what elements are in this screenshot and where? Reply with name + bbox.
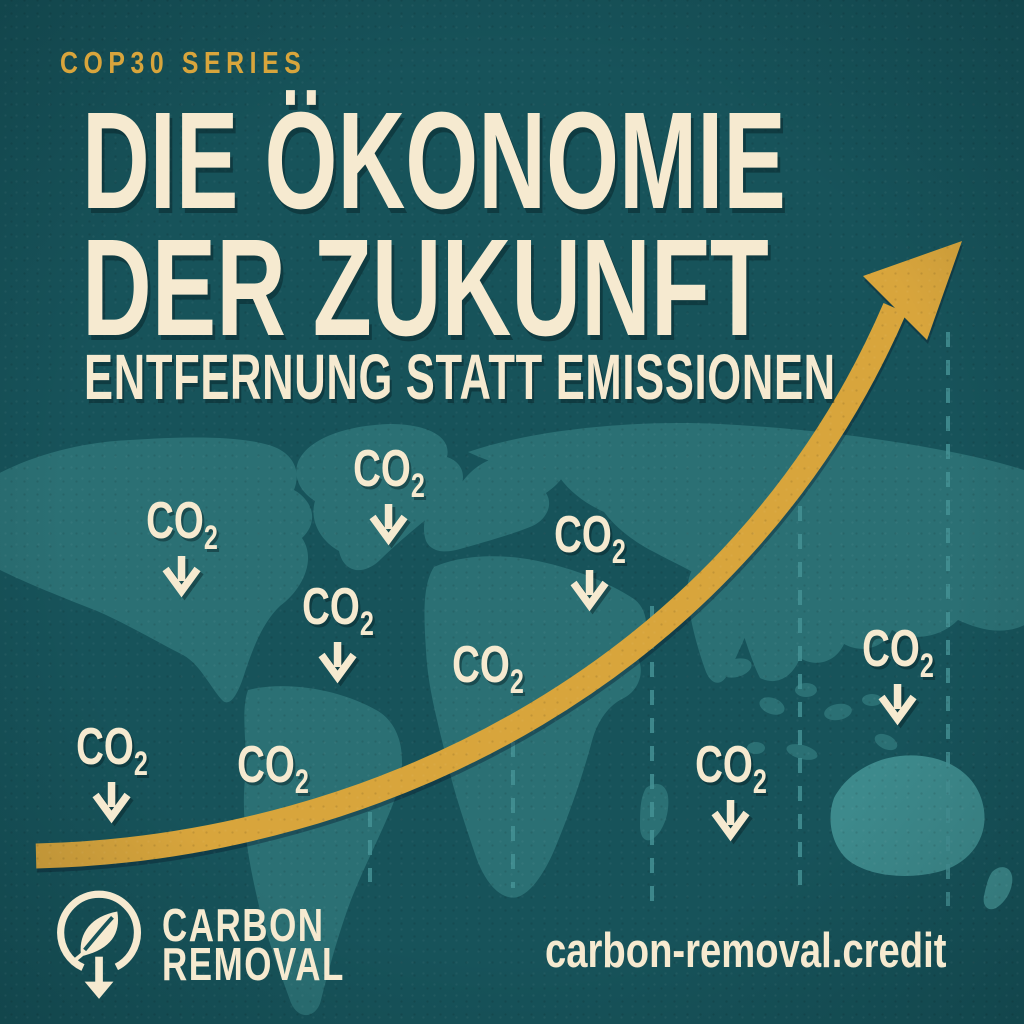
island-madagascar: [640, 783, 669, 841]
co2-marker: CO2: [542, 509, 639, 612]
website-text: carbon-removal.credit: [545, 924, 947, 978]
co2-down-arrow-icon: [369, 504, 409, 546]
co2-text: CO: [353, 440, 411, 498]
title-line1: DIE ÖKONOMIE: [82, 84, 786, 238]
co2-text: CO: [146, 492, 204, 550]
co2-label: CO2: [302, 581, 374, 643]
co2-label: CO2: [452, 639, 524, 701]
co2-marker: CO2: [290, 581, 387, 684]
co2-label: CO2: [695, 739, 767, 801]
website-url: carbon-removal.credit: [545, 926, 1024, 976]
co2-label: CO2: [237, 739, 309, 801]
logo-arrow-stem: [95, 956, 103, 984]
eyebrow: COP30 SERIES: [60, 46, 368, 80]
co2-label: CO2: [353, 443, 425, 505]
co2-marker: CO2: [225, 739, 322, 801]
islands-southeast-asia: [720, 658, 898, 760]
meridians-group: [368, 332, 950, 906]
co2-label: CO2: [862, 623, 934, 685]
logo-arrow-head-icon: [84, 981, 114, 999]
continent-north-america: [0, 437, 312, 703]
co2-label: CO2: [554, 509, 626, 571]
growth-arrow: [35, 241, 962, 869]
co2-marker: CO2: [683, 739, 780, 842]
subtitle: ENTFERNUNG STATT EMISSIONEN: [84, 341, 1024, 413]
island-alaska-sliver: [0, 523, 34, 549]
continent-europe: [423, 448, 567, 552]
co2-label: CO2: [146, 495, 218, 557]
leaf-vein: [83, 916, 114, 952]
co2-text: CO: [554, 506, 612, 564]
continent-south-america: [243, 686, 402, 1016]
co2-text: CO: [302, 578, 360, 636]
co2-down-arrow-icon: [92, 782, 132, 824]
carbon-removal-logo-icon: [57, 890, 142, 999]
growth-curve: [35, 303, 907, 869]
eyebrow-text: COP30 SERIES: [60, 45, 307, 80]
page-title: DIE ÖKONOMIE DER ZUKUNFT: [82, 84, 1024, 365]
co2-marker: CO2: [134, 495, 231, 598]
brand-lockup: CARBON REMOVAL: [52, 888, 403, 1010]
co2-text: CO: [76, 718, 134, 776]
co2-down-arrow-icon: [878, 684, 918, 726]
subtitle-text: ENTFERNUNG STATT EMISSIONEN: [84, 341, 836, 413]
co2-subscript: 2: [509, 663, 524, 701]
co2-text: CO: [862, 620, 920, 678]
co2-text: CO: [237, 736, 295, 794]
co2-subscript: 2: [294, 763, 309, 801]
title-line2: DER ZUKUNFT: [82, 211, 769, 365]
co2-subscript: 2: [752, 763, 767, 801]
growth-arrowhead-icon: [863, 241, 962, 340]
leaf-stem: [71, 950, 86, 964]
co2-text: CO: [452, 636, 510, 694]
co2-marker: CO2: [341, 443, 438, 546]
co2-subscript: 2: [410, 467, 425, 505]
continent-greenland: [296, 424, 464, 571]
co2-text: CO: [695, 736, 753, 794]
island-new-zealand: [983, 867, 1013, 910]
co2-down-arrow-icon: [570, 570, 610, 612]
brand-line2: REMOVAL: [162, 938, 345, 990]
co2-subscript: 2: [133, 745, 148, 783]
co2-marker: CO2: [440, 639, 537, 701]
co2-down-arrow-icon: [318, 642, 358, 684]
co2-down-arrow-icon: [711, 800, 751, 842]
logo-circle: [57, 890, 142, 975]
co2-marker: CO2: [64, 721, 161, 824]
co2-marker: CO2: [850, 623, 947, 726]
co2-subscript: 2: [611, 533, 626, 571]
brand-line1: CARBON: [162, 899, 325, 951]
co2-subscript: 2: [359, 605, 374, 643]
co2-label: CO2: [76, 721, 148, 783]
co2-subscript: 2: [203, 519, 218, 557]
co2-down-arrow-icon: [162, 556, 202, 598]
brand-name: CARBON REMOVAL: [162, 888, 403, 990]
co2-subscript: 2: [919, 647, 934, 685]
